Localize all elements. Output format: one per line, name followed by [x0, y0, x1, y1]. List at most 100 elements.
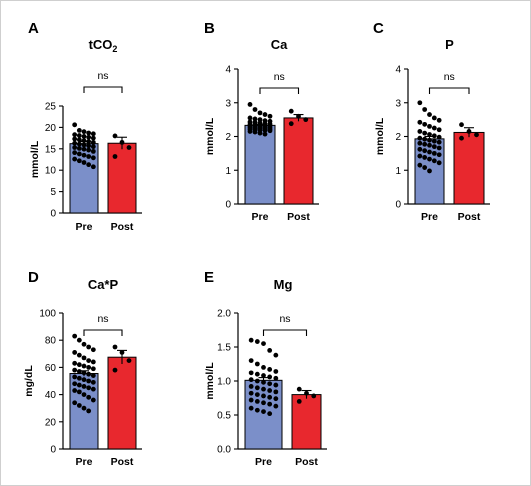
significance-bracket: [83, 329, 123, 336]
data-point: [254, 399, 260, 404]
data-point: [254, 407, 260, 413]
y-tick-label: 20: [45, 123, 57, 134]
data-point: [422, 121, 428, 127]
y-axis-label: mg/dL: [23, 365, 35, 397]
data-point: [86, 147, 92, 153]
data-point: [252, 129, 258, 135]
data-point: [248, 405, 254, 411]
x-category-label: Post: [458, 211, 481, 223]
data-point: [126, 145, 132, 150]
panel-c: C P 0 1 2 3 4 mmol/L Pre Post ns: [373, 20, 490, 223]
data-point: [261, 409, 266, 414]
y-tick-label: 80: [45, 336, 57, 347]
data-point: [252, 116, 258, 122]
y-axis-label: mmol/L: [29, 140, 41, 178]
chart-title: P: [445, 37, 454, 52]
data-point: [76, 141, 82, 147]
significance-label: ns: [274, 71, 285, 83]
data-point: [296, 399, 302, 404]
chart-title: Mg: [274, 277, 293, 292]
data-point: [417, 135, 423, 141]
data-point: [262, 128, 268, 133]
y-tick-label: 20: [45, 417, 57, 428]
data-point: [86, 408, 92, 414]
data-point: [90, 397, 96, 403]
data-point: [417, 140, 423, 146]
data-point: [273, 375, 279, 381]
data-point: [417, 153, 423, 159]
data-point: [422, 130, 428, 136]
data-point: [261, 365, 266, 370]
data-point: [86, 394, 92, 400]
y-tick-label: 1: [225, 166, 231, 177]
data-point: [112, 344, 118, 350]
bar-post: [107, 142, 137, 214]
data-point: [436, 117, 442, 123]
y-tick-label: 1.0: [217, 377, 231, 388]
data-point: [247, 115, 253, 121]
data-point: [248, 397, 254, 403]
significance-bracket: [262, 329, 308, 336]
data-point: [254, 392, 260, 397]
data-point: [436, 134, 442, 140]
data-point: [422, 155, 428, 160]
data-point: [86, 130, 92, 136]
data-point: [90, 366, 96, 372]
data-point: [422, 141, 428, 147]
y-tick-label: 3: [225, 98, 231, 109]
data-point: [90, 386, 96, 392]
bar-post: [107, 356, 137, 450]
data-point: [311, 393, 317, 399]
data-point: [81, 146, 87, 152]
data-point: [72, 333, 78, 339]
data-point: [436, 127, 442, 133]
data-point: [459, 135, 464, 141]
data-point: [72, 122, 78, 128]
data-point: [72, 136, 78, 142]
data-point: [76, 145, 82, 151]
significance-label: ns: [97, 70, 108, 82]
y-tick-label: 0: [395, 200, 401, 211]
data-point: [267, 394, 273, 400]
data-point: [273, 403, 279, 409]
data-point: [427, 132, 432, 137]
data-point: [86, 365, 92, 370]
x-category-label: Pre: [76, 221, 93, 233]
y-tick-label: 5: [50, 187, 56, 198]
data-point: [76, 352, 82, 358]
data-point: [296, 386, 302, 392]
data-point: [431, 158, 437, 164]
data-point: [257, 130, 263, 136]
panel-letter: B: [204, 20, 215, 37]
data-point: [267, 381, 273, 387]
data-point: [81, 363, 87, 369]
x-category-label: Pre: [421, 211, 438, 223]
y-axis-label: mmol/L: [374, 117, 386, 155]
data-point: [273, 396, 279, 402]
data-point: [81, 405, 87, 411]
data-point: [90, 144, 96, 150]
y-tick-label: 2.0: [217, 309, 231, 320]
data-point: [261, 341, 266, 346]
data-point: [261, 393, 266, 399]
data-point: [76, 133, 82, 138]
data-point: [81, 384, 87, 389]
x-category-label: Post: [287, 211, 310, 223]
y-tick-label: 10: [45, 166, 57, 177]
y-tick-label: 2: [395, 132, 401, 143]
data-point: [86, 358, 92, 363]
y-tick-label: 2: [225, 132, 231, 143]
bar-post: [283, 117, 314, 205]
data-point: [72, 156, 78, 162]
data-point: [273, 369, 279, 374]
data-point: [81, 152, 87, 158]
data-point: [72, 145, 78, 150]
panel-e: E Mg 0.0 0.5 1.0 1.5 2.0 mmol/L Pre Post ns: [204, 269, 327, 468]
data-point: [112, 133, 118, 139]
data-point: [86, 143, 92, 149]
data-point: [417, 146, 423, 152]
data-point: [72, 132, 78, 138]
x-category-label: Post: [295, 456, 318, 468]
data-point: [417, 129, 423, 134]
data-point: [72, 400, 78, 406]
